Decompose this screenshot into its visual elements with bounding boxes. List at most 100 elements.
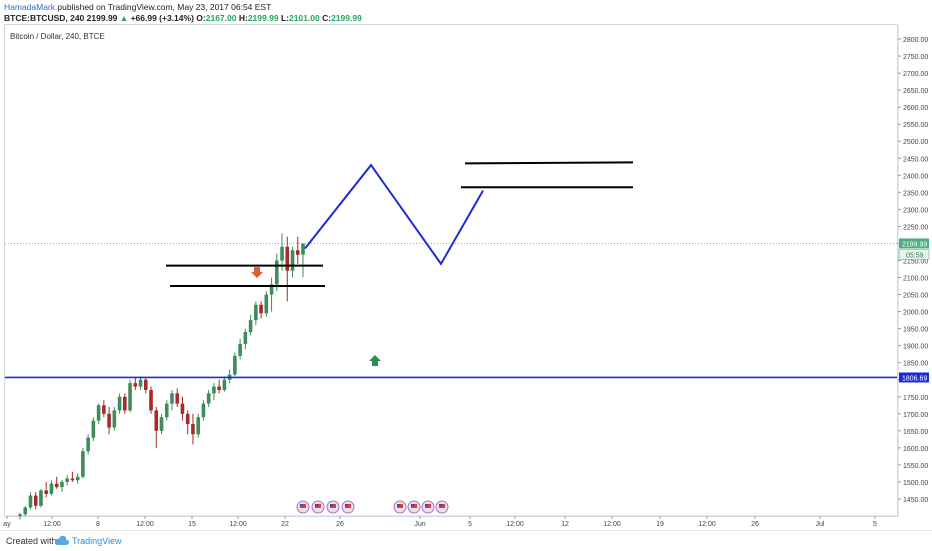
- event-flag-canton: [345, 504, 348, 506]
- y-tick-label: 2750.00: [903, 54, 928, 61]
- candle-body: [39, 490, 43, 506]
- candle-body: [159, 417, 164, 431]
- tradingview-link[interactable]: TradingView: [72, 536, 122, 546]
- y-tick-label: 1850.00: [903, 361, 928, 368]
- countdown-badge: [898, 249, 930, 260]
- candle-body: [201, 403, 206, 418]
- x-tick-label: 12: [561, 521, 569, 528]
- y-tick-label: 1550.00: [903, 463, 928, 470]
- x-tick-label: Jul: [816, 521, 825, 528]
- y-tick-label: 1700.00: [903, 412, 928, 419]
- candle-body: [154, 410, 159, 431]
- y-tick-label: 2400.00: [903, 173, 928, 180]
- change-value: +66.99 (+3.14%): [130, 13, 194, 23]
- x-tick-label: 12:00: [603, 521, 621, 528]
- candle-body: [290, 250, 295, 271]
- y-tick-label: 2500.00: [903, 139, 928, 146]
- change-arrow-icon: ▲: [119, 13, 129, 23]
- y-tick-label: 2350.00: [903, 190, 928, 197]
- x-tick-label: 12:00: [698, 521, 716, 528]
- high-value: 2199.99: [247, 13, 279, 23]
- candle-body: [264, 294, 269, 314]
- candle-body: [91, 420, 96, 438]
- candle-body: [217, 386, 221, 390]
- y-tick-label: 2150.00: [903, 258, 928, 265]
- y-tick-label: 2250.00: [903, 224, 928, 231]
- candle-body: [185, 413, 190, 425]
- symbol-line: BTCE:BTCUSD, 240 2199.99 ▲ +66.99 (+3.14…: [4, 13, 362, 23]
- candle-body: [280, 246, 284, 261]
- y-tick-label: 2050.00: [903, 293, 928, 300]
- published-text: published on TradingView.com, May 23, 20…: [55, 2, 272, 12]
- candle-body: [28, 495, 33, 508]
- x-tick-label: 22: [281, 521, 289, 528]
- candle-body: [33, 495, 38, 506]
- candle-body: [175, 393, 180, 404]
- candle-body: [107, 413, 111, 428]
- candle-body: [248, 320, 253, 333]
- last-price-badge: [899, 238, 929, 249]
- last-price: 2199.99: [86, 13, 118, 23]
- candle-body: [117, 396, 122, 411]
- support-price-badge: [899, 372, 929, 383]
- x-tick-label: 12:00: [136, 521, 154, 528]
- candle-body: [164, 403, 169, 418]
- chart-title: Bitcoin / Dollar, 240, BTCE: [10, 32, 105, 41]
- y-tick-label: 2100.00: [903, 276, 928, 283]
- price-chart[interactable]: 2800.00 2750.00 2700.00 2650.00 2600.00 2550.…: [0, 0, 932, 530]
- candle-body: [301, 243, 305, 255]
- candle-body: [269, 284, 274, 295]
- y-tick-label: 1450.00: [903, 497, 928, 504]
- x-tick-label: 5: [468, 521, 472, 528]
- candle-body: [212, 386, 216, 394]
- close-value: 2199.99: [331, 13, 362, 23]
- y-tick-label: 2800.00: [903, 37, 928, 44]
- candle-body: [18, 514, 22, 517]
- x-tick-label: 26: [336, 521, 344, 528]
- projection-path: [304, 163, 484, 266]
- candle-body: [128, 383, 132, 411]
- y-tick-label: 2450.00: [903, 156, 928, 163]
- candle-body: [86, 437, 90, 452]
- support-price-label: 1806.69: [902, 375, 927, 382]
- low-value: 2101.00: [288, 13, 320, 23]
- candle-body: [123, 396, 127, 411]
- candle-body: [233, 355, 237, 375]
- y-tick-label: 2700.00: [903, 71, 928, 78]
- x-tick-label: 12:00: [43, 521, 61, 528]
- up-arrow-icon: [369, 355, 381, 366]
- cloud-logo-icon: [54, 535, 70, 548]
- x-tick-label: Jun: [414, 521, 425, 528]
- y-tick-label: 2300.00: [903, 207, 928, 214]
- low-label: L:: [280, 13, 289, 23]
- candle-body: [170, 393, 174, 404]
- publish-line: HamadaMark published on TradingView.com,…: [4, 2, 271, 12]
- event-flag-canton: [439, 504, 442, 506]
- candle-body: [259, 304, 263, 314]
- down-arrow-icon: [251, 267, 263, 279]
- last-price-badge-label: 2199.99: [902, 241, 927, 248]
- event-flag-canton: [330, 504, 333, 506]
- x-tick-label: 26: [751, 521, 759, 528]
- open-label: O:: [196, 13, 206, 23]
- candle-body: [274, 260, 279, 285]
- candle-body: [149, 389, 153, 411]
- y-tick-label: 2550.00: [903, 122, 928, 129]
- target-line-upper: [464, 161, 634, 165]
- y-tick-label: 1950.00: [903, 327, 928, 334]
- y-tick-label: 2000.00: [903, 310, 928, 317]
- close-label: C:: [322, 13, 332, 23]
- event-flag-canton: [397, 504, 400, 506]
- x-tick-label: 19: [656, 521, 664, 528]
- x-tick-label: 5: [873, 521, 877, 528]
- candle-body: [54, 483, 59, 488]
- y-tick-label: 1750.00: [903, 395, 928, 402]
- author-link[interactable]: HamadaMark: [4, 2, 56, 12]
- event-flag-canton: [425, 504, 428, 506]
- countdown-label: 05:59: [906, 252, 924, 259]
- candle-body: [191, 424, 195, 435]
- candle-body: [96, 405, 101, 421]
- candle-body: [75, 476, 80, 481]
- x-tick-label: 12:00: [506, 521, 524, 528]
- candle-body: [23, 507, 28, 515]
